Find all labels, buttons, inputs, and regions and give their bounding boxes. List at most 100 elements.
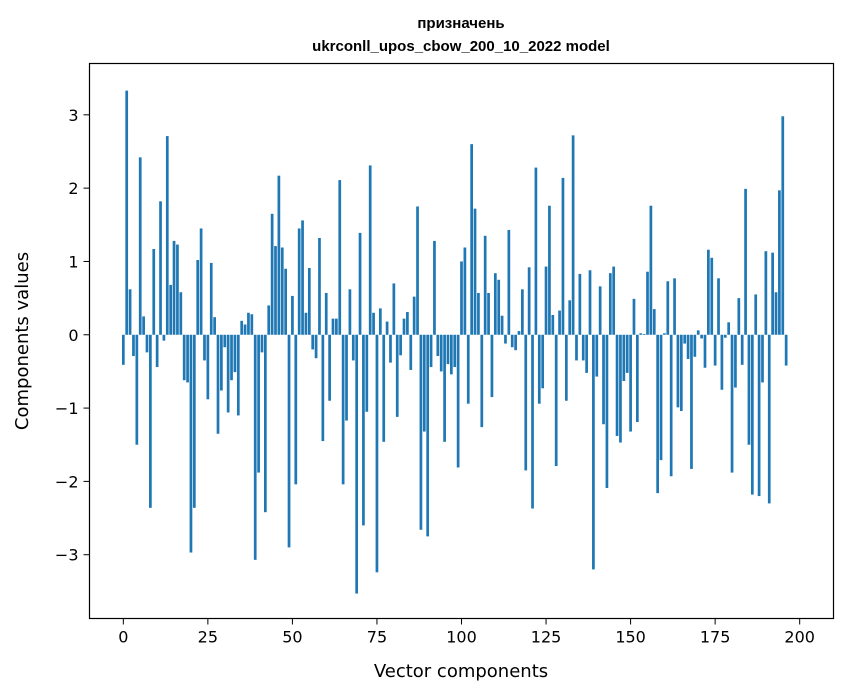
bar-175 <box>713 334 717 366</box>
bar-38 <box>250 314 254 335</box>
bar-15 <box>172 240 176 335</box>
bar-34 <box>236 334 240 416</box>
x-tick-label: 0 <box>118 628 128 647</box>
bar-143 <box>605 334 609 488</box>
chart-title-line1: призначень <box>417 15 504 32</box>
x-tick-label: 100 <box>446 628 477 647</box>
bar-182 <box>737 298 741 335</box>
bar-42 <box>264 334 267 513</box>
bar-55 <box>307 268 311 335</box>
bar-114 <box>507 229 511 335</box>
bar-166 <box>683 334 687 344</box>
bar-6 <box>142 316 145 335</box>
bar-4 <box>135 334 139 445</box>
bar-147 <box>619 334 622 443</box>
bar-2 <box>128 289 132 335</box>
bar-106 <box>480 334 484 428</box>
bar-69 <box>355 334 359 594</box>
bar-163 <box>673 278 676 335</box>
bar-74 <box>372 312 375 335</box>
x-tick-label: 75 <box>367 628 387 647</box>
bar-9 <box>152 248 156 335</box>
bar-26 <box>209 262 213 335</box>
y-tick-label: −2 <box>55 472 79 491</box>
bar-168 <box>690 334 693 469</box>
bar-81 <box>395 334 399 417</box>
bar-45 <box>274 246 277 335</box>
bar-31 <box>226 334 230 413</box>
bar-41 <box>260 334 264 353</box>
bar-3 <box>132 334 135 357</box>
bar-53 <box>301 220 304 335</box>
x-tick-label: 150 <box>615 628 646 647</box>
bar-29 <box>220 334 223 391</box>
bar-135 <box>578 273 582 335</box>
bar-139 <box>592 334 595 570</box>
bar-140 <box>595 334 599 377</box>
bar-127 <box>551 314 555 335</box>
bar-112 <box>500 315 504 335</box>
bar-145 <box>612 266 616 335</box>
bar-43 <box>267 305 271 335</box>
bar-22 <box>196 259 200 335</box>
bar-104 <box>473 208 477 335</box>
bar-176 <box>717 278 720 335</box>
bar-18 <box>182 334 186 381</box>
bar-111 <box>497 279 501 335</box>
y-tick-label: 1 <box>68 252 78 271</box>
bar-136 <box>581 334 585 361</box>
bar-195 <box>781 116 785 335</box>
bar-99 <box>456 334 460 468</box>
bar-116 <box>514 334 517 351</box>
bar-44 <box>270 213 274 335</box>
bar-131 <box>564 334 568 401</box>
bar-91 <box>429 334 433 368</box>
bar-24 <box>203 334 206 361</box>
bar-146 <box>615 334 619 436</box>
bar-148 <box>622 334 626 381</box>
bar-47 <box>280 247 284 335</box>
bar-152 <box>636 334 639 423</box>
bar-40 <box>257 334 260 473</box>
bar-13 <box>165 136 169 335</box>
bar-107 <box>483 235 487 335</box>
bar-165 <box>679 334 683 412</box>
bar-115 <box>510 334 514 348</box>
bar-108 <box>487 292 490 335</box>
bar-129 <box>558 310 561 335</box>
bar-187 <box>754 294 758 335</box>
bar-133 <box>571 135 575 335</box>
x-axis-label: Vector components <box>374 661 548 682</box>
bar-32 <box>230 334 233 381</box>
bar-132 <box>568 300 572 335</box>
bar-151 <box>632 298 636 335</box>
bar-78 <box>385 321 389 335</box>
bar-60 <box>324 292 328 335</box>
bar-79 <box>389 334 392 363</box>
bar-188 <box>757 334 761 497</box>
bar-124 <box>541 334 545 389</box>
bar-37 <box>247 312 250 335</box>
bar-86 <box>412 296 416 335</box>
bar-138 <box>588 270 592 335</box>
bar-130 <box>561 177 565 335</box>
bar-184 <box>744 188 747 335</box>
bar-90 <box>426 334 430 537</box>
bar-93 <box>436 334 440 357</box>
bar-155 <box>646 271 649 335</box>
bar-85 <box>409 334 413 370</box>
bar-161 <box>666 281 670 335</box>
bar-58 <box>318 237 321 335</box>
x-tick-label: 25 <box>198 628 218 647</box>
bar-118 <box>521 289 524 335</box>
bar-101 <box>463 247 467 335</box>
bar-67 <box>348 289 352 335</box>
bar-193 <box>774 292 778 335</box>
chart-title-line2: ukrconll_upos_cbow_200_10_2022 model <box>312 38 610 55</box>
bar-128 <box>554 334 558 467</box>
bar-153 <box>639 333 643 335</box>
bar-156 <box>649 205 653 335</box>
bar-169 <box>693 334 697 357</box>
bar-159 <box>659 334 663 461</box>
bar-97 <box>450 334 453 375</box>
